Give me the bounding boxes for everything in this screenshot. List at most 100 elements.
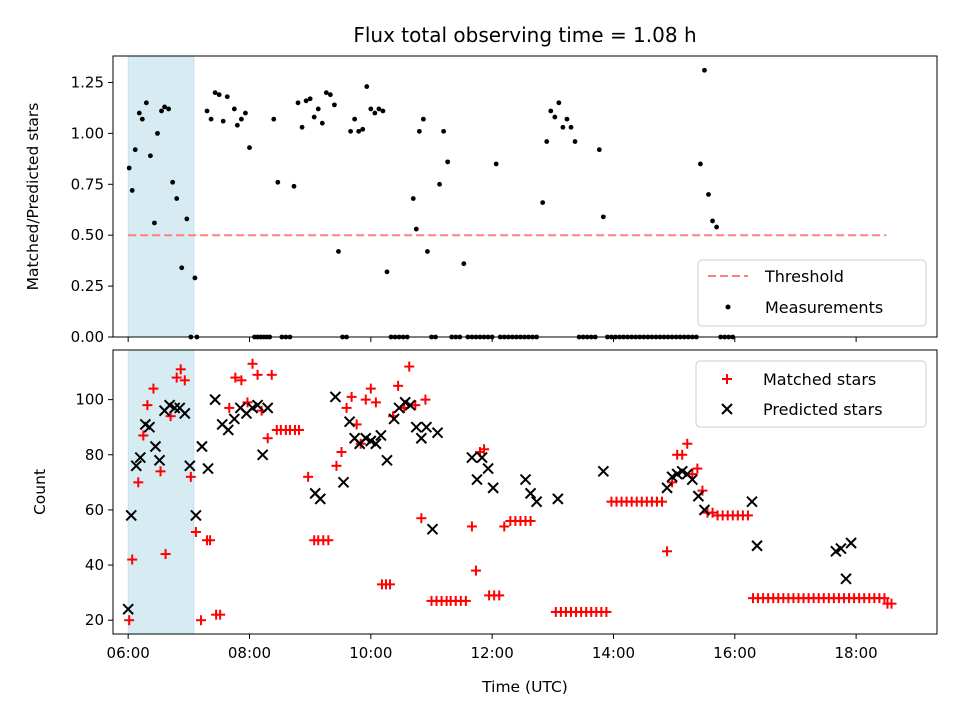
predicted-point — [388, 413, 400, 425]
measurement-point — [212, 90, 218, 96]
cross-b — [256, 449, 269, 461]
measurement-point — [271, 116, 277, 122]
top-axis: 0.00 0.25 0.50 0.75 1.00 1.25 — [71, 73, 857, 346]
measurement-point — [303, 98, 309, 104]
measurement-point — [307, 96, 313, 102]
matched-point — [155, 466, 166, 477]
measurement-point — [239, 116, 244, 122]
cross-b — [228, 413, 241, 425]
cross-b — [698, 504, 711, 516]
matched-point — [185, 471, 196, 482]
matched-point — [692, 463, 703, 474]
cross-b — [415, 432, 428, 444]
measurement-point — [220, 118, 226, 124]
measurement-point — [234, 122, 240, 128]
top-y-axis-label: Matched/Predicted stars — [24, 103, 42, 291]
matched-point — [236, 375, 247, 386]
cross-b — [597, 465, 610, 478]
measurement-point — [162, 104, 167, 110]
cross-b — [476, 451, 488, 464]
matched-point — [494, 590, 505, 601]
cross-b — [168, 402, 181, 414]
measurement-point — [336, 249, 341, 254]
y-tick-label: 1.25 — [71, 73, 104, 91]
measurements-points — [126, 67, 736, 340]
matched-point — [346, 391, 357, 402]
cross-b — [661, 482, 673, 494]
matched-point — [336, 447, 347, 458]
measurement-point — [445, 159, 451, 165]
top-legend: Threshold Measurements — [697, 259, 927, 327]
predicted-point — [184, 460, 196, 472]
y-tick-label: 80 — [85, 446, 104, 464]
predicted-point — [692, 490, 705, 502]
matched-point — [479, 444, 490, 455]
measurement-point — [184, 216, 190, 222]
matched-point — [601, 606, 612, 617]
predicted-point — [597, 465, 610, 478]
predicted-point — [476, 451, 488, 464]
measurement-point — [295, 100, 301, 106]
measurement-point — [159, 108, 164, 114]
measurement-point — [323, 90, 329, 96]
predicted-point — [404, 399, 416, 411]
measurement-point — [348, 128, 353, 134]
measurement-point — [384, 269, 390, 275]
predicted-point — [337, 476, 350, 489]
matched-point — [656, 496, 667, 507]
matched-point — [252, 369, 263, 380]
measurement-point — [275, 179, 281, 185]
y-tick-label: 1.00 — [71, 124, 104, 142]
matched-point — [175, 364, 186, 375]
matched-point — [133, 477, 144, 488]
predicted-point — [134, 451, 147, 464]
predicted-point — [420, 421, 433, 433]
cross-b — [721, 403, 733, 415]
matched-point — [127, 554, 138, 565]
matched-point — [160, 549, 171, 560]
predicted-point — [196, 440, 208, 453]
matched-point — [124, 615, 135, 626]
matched-point — [879, 593, 890, 604]
cross-b — [360, 432, 372, 444]
measurement-point — [380, 108, 386, 114]
x-tick-label: 06:00 — [107, 644, 150, 662]
measurement-point — [420, 116, 426, 122]
bottom-panel: 20 40 60 80 100 06:00 08:00 10:00 12:00 14:00 16:0… — [31, 349, 938, 696]
matched-point — [420, 394, 431, 405]
matched-point — [266, 369, 277, 380]
matched-point — [195, 615, 206, 626]
matched-point — [393, 380, 404, 391]
predicted-point — [209, 393, 221, 406]
legend-threshold-label: Threshold — [764, 267, 844, 286]
predicted-point — [179, 407, 191, 420]
measurement-point — [356, 128, 362, 134]
cross-b — [202, 462, 214, 475]
predicted-point — [751, 540, 763, 552]
predicted-point — [251, 399, 264, 411]
bottom-legend: Matched stars Predicted stars — [695, 360, 927, 428]
matched-point — [365, 383, 376, 394]
predicted-point — [149, 440, 162, 453]
measurement-point — [231, 106, 237, 112]
cross-b — [122, 603, 134, 615]
cross-b — [309, 487, 321, 500]
measurement-point — [208, 116, 214, 122]
y-tick-label: 100 — [75, 391, 104, 409]
legend-predicted-label: Predicted stars — [763, 400, 883, 419]
matched-point — [682, 438, 693, 449]
matched-point — [179, 375, 190, 386]
cross-b — [179, 407, 191, 420]
measurement-point — [291, 183, 297, 189]
measurement-point — [126, 165, 132, 171]
matched-point — [370, 397, 381, 408]
matched-point — [410, 400, 421, 411]
matched-point — [242, 397, 253, 408]
measurement-point — [166, 106, 172, 112]
legend-matched-label: Matched stars — [763, 370, 876, 389]
predicted-point — [524, 487, 537, 500]
top-axes-frame — [112, 55, 938, 338]
cross-b — [196, 440, 208, 453]
predicted-point — [845, 537, 857, 549]
